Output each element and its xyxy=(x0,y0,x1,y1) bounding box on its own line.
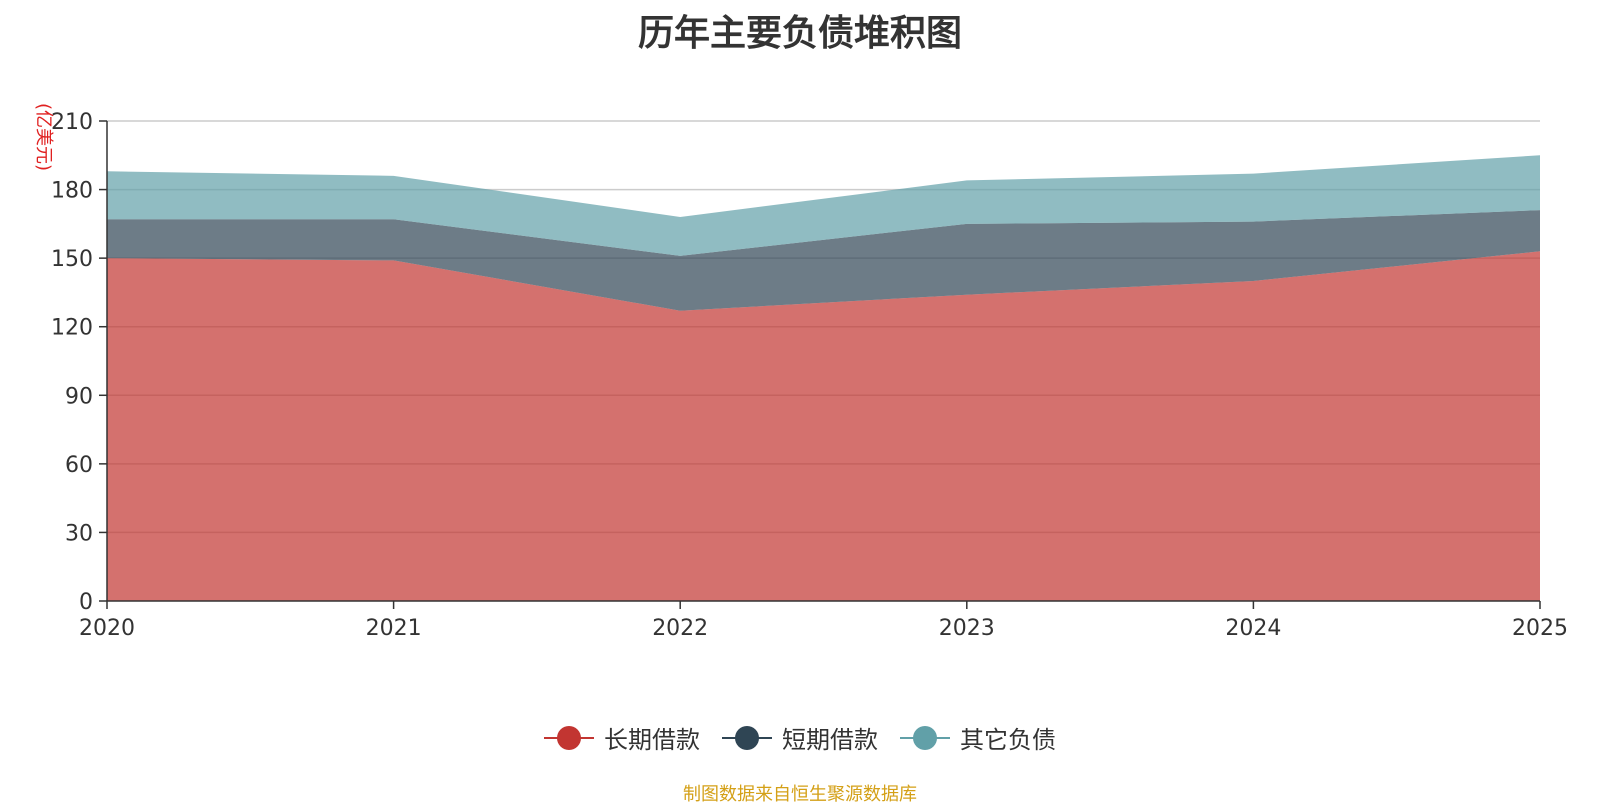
x-tick-label: 2025 xyxy=(1512,616,1568,641)
y-tick-label: 0 xyxy=(79,590,93,615)
legend-marker xyxy=(722,725,772,750)
legend-label: 其它负债 xyxy=(960,726,1056,754)
y-tick-label: 210 xyxy=(51,110,93,135)
y-tick-label: 120 xyxy=(51,316,93,341)
chart-plot: 0 30 60 90 120 150 180 210 2020 2021 2022 2023 2024 2… xyxy=(51,110,1568,641)
legend-item[interactable]: 其它负债 xyxy=(900,720,1056,755)
area-2 xyxy=(107,210,1540,311)
x-tick-label: 2024 xyxy=(1225,616,1281,641)
x-tick-label: 2021 xyxy=(366,616,422,641)
legend-label: 短期借款 xyxy=(782,726,878,754)
legend-item[interactable]: 短期借款 xyxy=(722,720,878,755)
legend: 长期借款 短期借款 其它负债 xyxy=(0,720,1600,755)
legend-marker xyxy=(900,725,950,750)
y-tick-label: 150 xyxy=(51,247,93,272)
axes: 0 30 60 90 120 150 180 210 2020 2021 2022 2023 2024 2… xyxy=(51,110,1568,641)
area-series xyxy=(107,155,1540,602)
chart-title: 历年主要负债堆积图 xyxy=(637,13,962,54)
area-1 xyxy=(107,251,1540,602)
x-tick-label: 2020 xyxy=(79,616,135,641)
y-tick-label: 90 xyxy=(65,384,93,409)
y-tick-label: 180 xyxy=(51,179,93,204)
source-note: 制图数据来自恒生聚源数据库 xyxy=(683,784,917,805)
x-tick-label: 2023 xyxy=(939,616,995,641)
legend-label: 长期借款 xyxy=(604,726,700,754)
area-3 xyxy=(107,155,1540,256)
legend-item[interactable]: 长期借款 xyxy=(544,720,700,755)
y-tick-label: 60 xyxy=(65,453,93,478)
y-tick-label: 30 xyxy=(65,521,93,546)
x-tick-label: 2022 xyxy=(652,616,708,641)
legend-marker xyxy=(544,725,594,750)
